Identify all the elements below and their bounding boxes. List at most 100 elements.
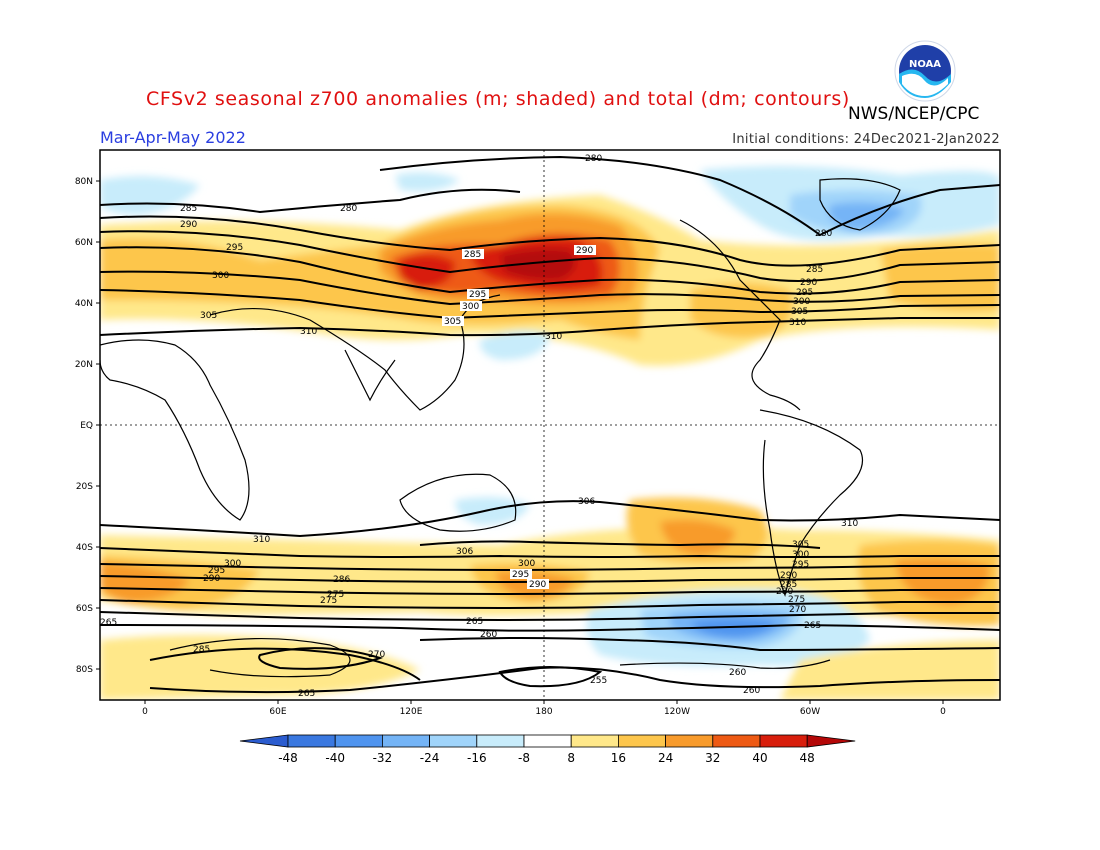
contour-310: [100, 317, 1000, 337]
contour-290: [100, 230, 1000, 282]
contour-300: [100, 270, 1000, 306]
contour-265-antarctic: [149, 666, 1000, 694]
colorbar-tick-label: 8: [567, 751, 575, 765]
colorbar-tick-label: -48: [278, 751, 298, 765]
colorbar-swatch: [523, 734, 572, 748]
contour-label: 285: [464, 250, 481, 260]
lat-axis: 80N 60N 40N 20N EQ 20S 40S 60S 80S: [75, 177, 100, 675]
contour-265-south: [100, 623, 1000, 632]
lon-label: 120W: [664, 707, 690, 717]
contour-labels-south-west: 310 300 295 290 286 275 265 275: [100, 535, 350, 628]
contour-285-south: [100, 587, 1000, 596]
contour-label: 295: [208, 566, 225, 576]
colorbar-tick-label: 32: [705, 751, 720, 765]
contour-260-south: [419, 637, 1000, 652]
chart-title: CFSv2 seasonal z700 anomalies (m; shaded…: [146, 88, 850, 110]
contour-label: 300: [793, 297, 810, 307]
contour-label: 285: [780, 580, 797, 590]
contour-label: 280: [585, 154, 602, 164]
lon-label: 0: [940, 707, 946, 717]
contour-label: 285: [180, 204, 197, 214]
lon-label: 120E: [400, 707, 423, 717]
contour-275-south: [100, 599, 1000, 610]
contour-label: 290: [800, 278, 817, 288]
south-america-coast: [759, 409, 864, 597]
contour-285: [100, 215, 1000, 267]
colorbar-tick-label: 24: [658, 751, 673, 765]
contour-label: 300: [212, 271, 229, 281]
initial-conditions-label: Initial conditions: 24Dec2021-2Jan2022: [732, 132, 1000, 147]
noaa-logo: NOAA: [894, 40, 956, 102]
contour-labels-antarctic: 285 270 265: [193, 645, 385, 699]
contour-labels-north-pacific: 285 290 295 300 305 310: [442, 245, 596, 342]
contour-label-group: 280 285 290 295 300 305 310 280 280 285 …: [100, 154, 858, 699]
colorbar-swatch: [618, 734, 667, 748]
contour-label: 260: [729, 668, 746, 678]
colorbar-tick-label: -16: [467, 751, 487, 765]
contour-label: 280: [776, 587, 793, 597]
australia-coast: [399, 473, 517, 532]
lon-label: 180: [535, 707, 552, 717]
contour-label: 260: [480, 630, 497, 640]
contour-285-antarctic: [149, 647, 421, 681]
contour-label: 265: [100, 618, 117, 628]
contour-label: 270: [789, 605, 806, 615]
contour-300-south: [100, 547, 1000, 558]
north-america-coast: [679, 219, 801, 411]
contour-label: 275: [327, 590, 344, 600]
contour-label: 290: [180, 220, 197, 230]
contour-label: 285: [193, 645, 210, 655]
colorbar-tick-label: 48: [800, 751, 815, 765]
contour-label: 280: [815, 229, 832, 239]
antarctica-coast: [169, 638, 831, 678]
colorbar-swatch: [476, 734, 525, 748]
contour-label: 275: [320, 596, 337, 606]
contour-255-antarctic: [498, 666, 603, 688]
contour-label: 260: [743, 686, 760, 696]
lat-label: 20N: [75, 360, 93, 370]
contour-label: 290: [780, 571, 797, 581]
africa-europe-coast: [100, 339, 250, 521]
lat-label: EQ: [80, 421, 93, 431]
colorbar-tick-label: 16: [611, 751, 626, 765]
colorbar-swatch: [665, 734, 714, 748]
total-contours: [100, 155, 1000, 694]
colorbar-ticks: -48 -40 -32 -24 -16 -8 8 16 24 32 40 48: [278, 751, 815, 765]
colorbar-swatch: [334, 734, 383, 748]
contour-label: 265: [804, 621, 821, 631]
contour-label: 310: [789, 318, 806, 328]
contour-label: 295: [796, 288, 813, 298]
colorbar-swatch: [712, 734, 761, 748]
contour-label: 305: [444, 317, 461, 327]
season-label: Mar-Apr-May 2022: [100, 128, 246, 147]
contour-310-south: [100, 500, 1000, 538]
colorbar-tick-label: 40: [752, 751, 767, 765]
colorbar-tick-label: -8: [518, 751, 530, 765]
colorbar-tick-label: -32: [373, 751, 393, 765]
contour-label: 305: [791, 307, 808, 317]
lat-label: 40S: [76, 543, 93, 553]
contour-label: 300: [462, 302, 479, 312]
contour-label: 310: [545, 332, 562, 342]
colorbar-swatch: [287, 734, 336, 748]
lat-label: 60S: [76, 604, 93, 614]
colorbar-swatch: [759, 734, 808, 748]
india-coast: [344, 349, 396, 402]
contour-290-south: [100, 575, 1000, 584]
lat-label: 80S: [76, 665, 93, 675]
contour-label: 310: [300, 327, 317, 337]
lat-label: 60N: [75, 238, 93, 248]
contour-295: [100, 246, 1000, 295]
contour-label: 310: [253, 535, 270, 545]
contour-label: 265: [466, 617, 483, 627]
contour-label: 295: [792, 560, 809, 570]
contour-label: 290: [529, 580, 546, 590]
contour-295-south: [100, 563, 1000, 572]
colorbar-swatch: [570, 734, 619, 748]
colorbar-tick-label: -40: [325, 751, 345, 765]
contour-label: 310: [841, 519, 858, 529]
contour-label: 300: [518, 559, 535, 569]
contour-label: 270: [368, 650, 385, 660]
contour-270-south: [100, 611, 1000, 622]
lat-label: 40N: [75, 299, 93, 309]
